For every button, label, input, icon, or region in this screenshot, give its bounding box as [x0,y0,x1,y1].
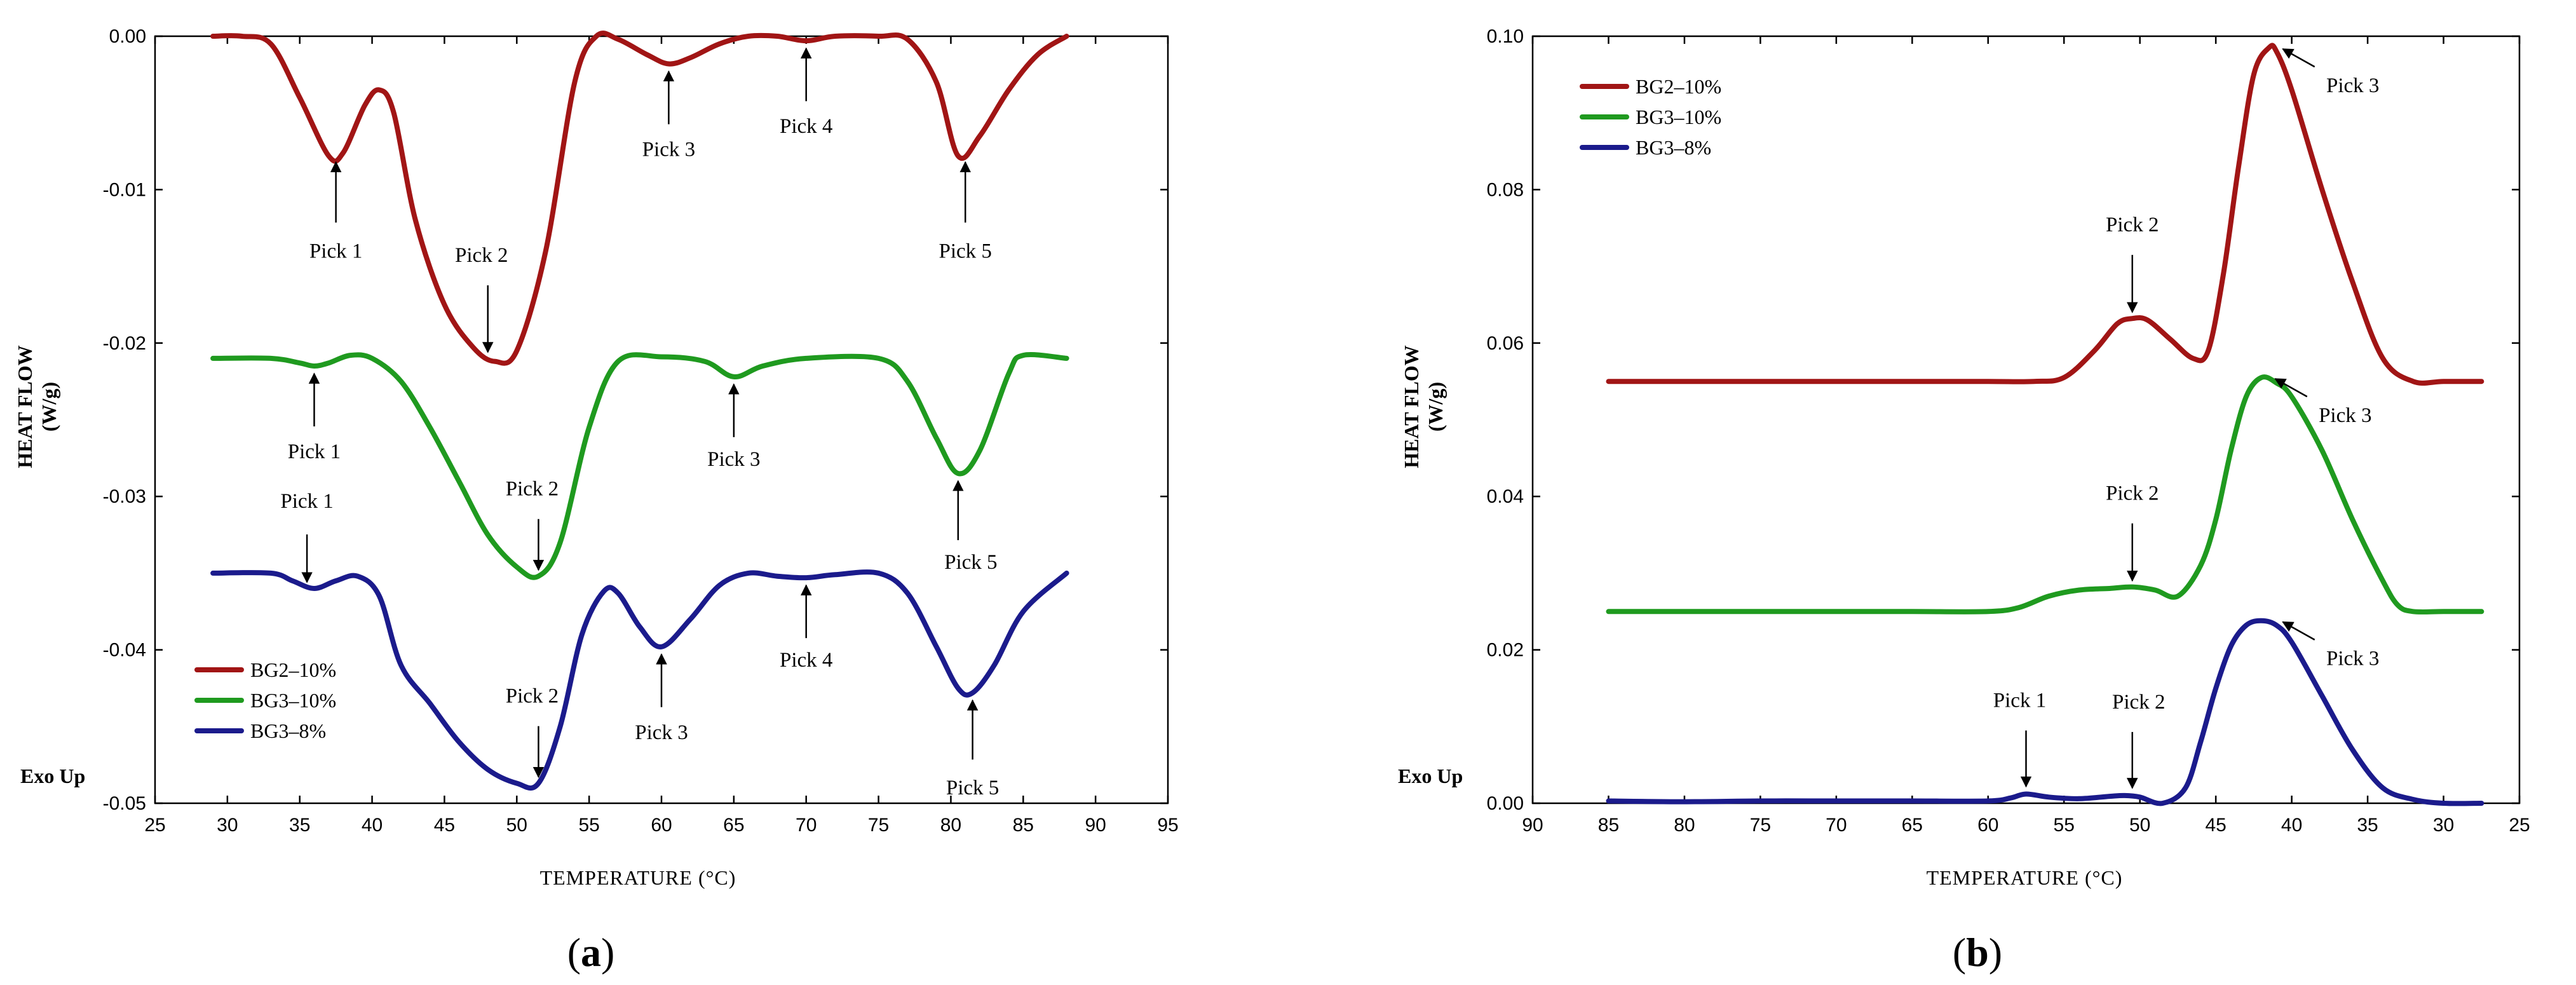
chart-a-annotation: Pick 1 [280,490,333,513]
chart-a-legend-label: BG3–8% [250,719,326,742]
chart-a-annotation: Pick 2 [506,478,559,501]
chart-b-legend-label: BG3–8% [1636,136,1711,159]
chart-a-annotation: Pick 1 [288,440,341,463]
chart-b-exo-label: Exo Up [1398,764,1463,787]
chart-b-legend-label: BG2–10% [1636,75,1721,98]
chart-b-annotation-arrow [2282,48,2315,68]
chart-b-annotation-arrow [2282,621,2315,641]
chart-b-xtick-label: 90 [1522,815,1543,836]
chart-a-ytick-label: -0.05 [103,793,146,814]
chart-b-ylabel-line2: (W/g) [1424,382,1447,431]
chart-b-annotation: Pick 2 [2106,482,2159,505]
chart-a-series-line-1 [210,31,1069,366]
chart-a-xtick-label: 30 [217,815,238,836]
chart-b-xtick-label: 75 [1750,815,1771,836]
chart-b-ytick-label: 0.02 [1487,640,1524,661]
chart-a-ytick-label: -0.04 [103,640,146,661]
chart-a-ylabel-line1: HEAT FLOW [13,345,36,468]
chart-b-xtick-label: 55 [2054,815,2075,836]
chart-b-series-line-2 [1606,374,2484,615]
chart-a-xtick-label: 65 [723,815,744,836]
chart-b-xtick-label: 40 [2281,815,2302,836]
chart-a-xtick-label: 90 [1085,815,1106,836]
chart-a-annotation: Pick 3 [707,448,760,471]
chart-b-xtick-label: 70 [1826,815,1847,836]
chart-a-annotation: Pick 4 [780,649,832,672]
chart-b-xtick-label: 85 [1598,815,1619,836]
chart-b-annotation: Pick 3 [2319,404,2371,427]
chart-b-annotation: Pick 2 [2106,214,2159,236]
chart-a-plot: 25 30 35 40 45 50 55 60 65 70 75 80 85 90 95 0.00 -0.01 -… [103,26,1179,836]
chart-a-exo-label: Exo Up [20,764,85,787]
chart-b-annotation: Pick 2 [2112,691,2165,714]
chart-a-annotation: Pick 3 [635,721,688,744]
chart-a-annotation: Pick 1 [309,240,362,262]
chart-a-ytick-label: -0.02 [103,333,146,354]
chart-b-series-line-3 [1606,618,2484,806]
chart-b-xtick-label: 35 [2357,815,2378,836]
chart-a-xtick-label: 75 [868,815,889,836]
chart-b-xtick-label: 80 [1674,815,1695,836]
chart-b-frame [1531,35,2521,805]
chart-b-ytick-label: 0.10 [1487,26,1524,47]
chart-b-ylabel-line1: HEAT FLOW [1400,345,1423,468]
chart-b-annotation-arrow [2274,378,2308,398]
chart-a-annotation: Pick 5 [939,240,991,262]
chart-a-xtick-label: 55 [578,815,599,836]
chart-a-xtick-label: 45 [434,815,455,836]
chart-b-xtick-label: 30 [2433,815,2454,836]
chart-b-series-line-1 [1606,43,2484,386]
chart-b-xtick-label: 25 [2509,815,2530,836]
chart-b-panel-letter: b [1966,930,1989,975]
chart-a-xtick-label: 50 [506,815,527,836]
chart-a-xtick-label: 40 [362,815,383,836]
chart-a-annotation: Pick 5 [946,777,999,799]
chart-a-annotation: Pick 4 [780,115,832,138]
chart-b-xtick-label: 65 [1902,815,1923,836]
chart-a-annotation: Pick 3 [642,138,695,161]
chart-a-legend-label: BG3–10% [250,689,336,712]
chart-b-ytick-label: 0.04 [1487,486,1524,507]
chart-b-panel-label: (b) [1953,930,2002,975]
chart-b-ytick-label: 0.06 [1487,333,1524,354]
chart-b: 90 85 80 75 70 65 60 55 50 45 40 35 30 25 0.00 0.02 0.04… [1398,26,2530,975]
chart-a-panel-letter: a [581,930,601,975]
chart-b-ytick-label: 0.00 [1487,793,1524,814]
chart-a-ytick-label: 0.00 [109,26,146,47]
chart-a-xlabel: TEMPERATURE (°C) [540,866,736,889]
chart-a-annotation: Pick 2 [455,244,508,267]
chart-a-xtick-label: 25 [144,815,165,836]
chart-b-annotation: Pick 1 [1993,690,2046,712]
chart-a-series-line-2 [210,352,1069,580]
chart-b-xtick-label: 50 [2129,815,2150,836]
chart-a-ytick-label: -0.01 [103,179,146,200]
chart-b-ytick-label: 0.08 [1487,179,1524,200]
chart-a-xtick-label: 35 [289,815,310,836]
chart-a-panel-label: (a) [567,930,615,975]
chart-b-annotation: Pick 3 [2326,648,2379,670]
chart-a-xtick-label: 60 [651,815,672,836]
chart-a: 25 30 35 40 45 50 55 60 65 70 75 80 85 90 95 0.00 -0.01 -… [13,26,1179,975]
chart-a-xtick-label: 95 [1157,815,1178,836]
chart-a-series-line-3 [210,569,1069,791]
chart-b-plot: 90 85 80 75 70 65 60 55 50 45 40 35 30 25 0.00 0.02 0.04… [1487,26,2530,836]
chart-b-xtick-label: 45 [2205,815,2226,836]
chart-b-xlabel: TEMPERATURE (°C) [1927,866,2123,889]
chart-a-legend-label: BG2–10% [250,658,336,681]
chart-a-ytick-label: -0.03 [103,486,146,507]
chart-b-annotation: Pick 3 [2326,74,2379,97]
chart-a-ylabel-line2: (W/g) [37,382,60,431]
chart-b-xtick-label: 60 [1977,815,1998,836]
chart-a-annotation: Pick 5 [944,551,997,574]
chart-b-legend-label: BG3–10% [1636,105,1721,128]
chart-a-xtick-label: 85 [1013,815,1034,836]
chart-a-xtick-label: 70 [796,815,817,836]
chart-a-xtick-label: 80 [940,815,961,836]
chart-a-annotation: Pick 2 [506,685,559,708]
